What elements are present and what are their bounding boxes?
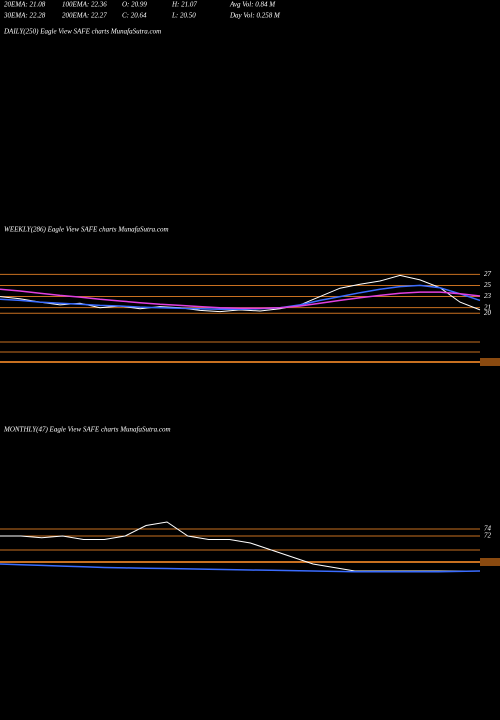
y-tick-label: 74	[484, 525, 492, 533]
series-line	[0, 563, 481, 573]
series-line	[0, 284, 481, 311]
header-text: C: 20.64	[122, 12, 147, 20]
band-block	[480, 358, 500, 366]
series-line	[0, 288, 481, 309]
panel-title: MONTHLY(47) Eagle View SAFE charts Munaf…	[3, 426, 171, 434]
daily-label: DAILY(250) Eagle View SAFE charts Munafa…	[3, 28, 161, 36]
band-block	[480, 558, 500, 566]
header-text: 30EMA: 22.28	[3, 12, 46, 20]
header-text: Avg Vol: 0.84 M	[229, 1, 276, 9]
header-text: 200EMA: 22.27	[62, 12, 107, 20]
header-text: 20EMA: 21.08	[4, 1, 46, 9]
header-text: O: 20.99	[122, 1, 147, 9]
y-tick-label: 27	[484, 270, 492, 278]
y-tick-label: 72	[484, 532, 492, 540]
header-text: 100EMA: 22.36	[62, 1, 107, 9]
header-text: L: 20.50	[171, 12, 196, 20]
y-tick-label: 23	[484, 292, 492, 300]
header-text: Day Vol: 0.258 M	[229, 12, 281, 20]
y-tick-label: 25	[484, 281, 492, 289]
y-tick-label: 20	[484, 309, 492, 317]
header-text: H: 21.07	[171, 1, 197, 9]
panel-title: WEEKLY(286) Eagle View SAFE charts Munaf…	[4, 226, 169, 234]
y-tick-label: 21	[484, 303, 491, 311]
